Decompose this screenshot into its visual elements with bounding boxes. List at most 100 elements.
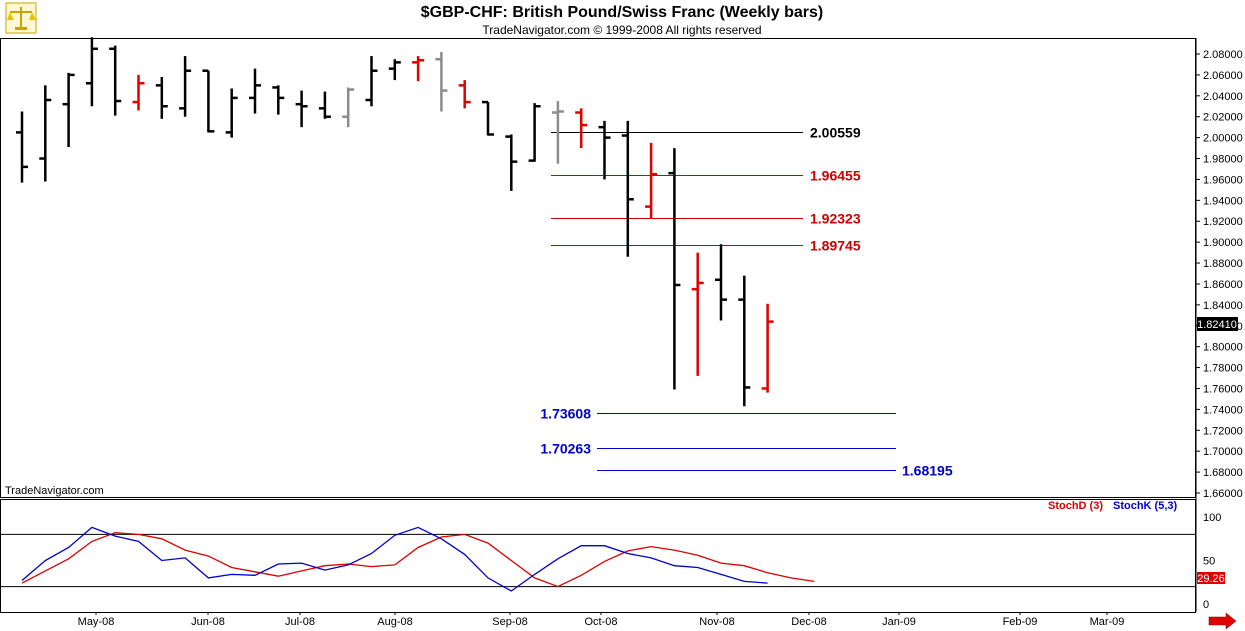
- ohlc-bar: [62, 72, 75, 148]
- price-level: 1.92323: [551, 211, 861, 227]
- x-tick-label: Sep-08: [492, 616, 527, 628]
- price-tick-label: 1.88000: [1203, 258, 1243, 270]
- chart-title: $GBP-CHF: British Pound/Swiss Franc (Wee…: [421, 4, 823, 21]
- ohlc-bar: [551, 101, 564, 164]
- level-label: 1.70263: [540, 441, 591, 457]
- price-tick-label: 1.86000: [1203, 279, 1243, 291]
- x-tick-label: Aug-08: [377, 616, 412, 628]
- x-tick-label: Jul-08: [285, 616, 315, 628]
- logo-icon: [5, 2, 37, 34]
- stoch-current-value: 29.26: [1197, 573, 1225, 585]
- price-level: 1.89745: [551, 238, 861, 254]
- stoch-tick-label: 50: [1203, 556, 1215, 568]
- stoch-axis: 0 50 100: [1203, 512, 1221, 611]
- x-tick-label: Jun-08: [191, 616, 225, 628]
- price-axis: 1.66000 1.68000 1.70000 1.72000 1.74000 1.760…: [1196, 49, 1243, 500]
- x-tick-label: Mar-09: [1090, 616, 1125, 628]
- chart-subtitle: TradeNavigator.com © 1999-2008 All right…: [482, 23, 761, 37]
- level-label: 1.96455: [810, 168, 861, 184]
- last-price-badge: 1.82410: [1197, 317, 1238, 331]
- ohlc-bar: [668, 148, 681, 390]
- price-tick-label: 1.80000: [1203, 342, 1243, 354]
- ohlc-bar: [482, 100, 494, 136]
- ohlc-bar: [575, 108, 588, 149]
- ohlc-bar: [132, 74, 145, 111]
- x-tick-label: Feb-09: [1003, 616, 1038, 628]
- watermark: TradeNavigator.com: [5, 485, 104, 497]
- ohlc-bar: [295, 90, 308, 128]
- price-tick-label: 1.96000: [1203, 174, 1243, 186]
- stoch-panel: [0, 499, 1196, 613]
- x-axis: May-08 Jun-08 Jul-08 Aug-08 Sep-08 Oct-08 Nov-…: [78, 612, 1125, 628]
- price-tick-label: 1.84000: [1203, 300, 1243, 312]
- price-tick-label: 1.92000: [1203, 216, 1243, 228]
- level-label: 1.68195: [902, 463, 953, 479]
- ohlc-bar: [458, 80, 471, 109]
- level-label: 1.92323: [810, 211, 861, 227]
- price-tick-label: 1.70000: [1203, 446, 1243, 458]
- price-panel: [0, 38, 1196, 498]
- last-price: 1.82410: [1197, 319, 1237, 331]
- legend-stochk: StochK (5,3): [1113, 500, 1178, 512]
- price-tick-label: 1.90000: [1203, 237, 1243, 249]
- ohlc-bar: [691, 252, 704, 376]
- ohlc-bar: [388, 59, 401, 81]
- price-tick-label: 1.66000: [1203, 488, 1243, 500]
- x-tick-label: Nov-08: [699, 616, 734, 628]
- stoch-value-badge: 29.26: [1197, 572, 1225, 585]
- x-tick-label: Jan-09: [882, 616, 916, 628]
- price-level: 1.70263: [540, 441, 896, 457]
- ohlc-bar: [39, 85, 52, 182]
- stoch-tick-label: 100: [1203, 512, 1221, 524]
- price-tick-label: 2.08000: [1203, 49, 1243, 61]
- ohlc-bar: [342, 87, 355, 128]
- ohlc-bar: [249, 68, 261, 114]
- ohlc-bar: [435, 51, 448, 112]
- level-label: 2.00559: [810, 125, 861, 141]
- price-tick-label: 1.78000: [1203, 363, 1243, 375]
- ohlc-bar: [155, 76, 168, 119]
- x-tick-label: Oct-08: [584, 616, 617, 628]
- ohlc-bar: [738, 275, 751, 407]
- price-tick-label: 2.02000: [1203, 112, 1243, 124]
- level-label: 1.73608: [540, 406, 591, 422]
- price-tick-label: 1.68000: [1203, 467, 1243, 479]
- ohlc-bar: [365, 56, 378, 107]
- ohlc-bar: [528, 103, 541, 162]
- price-tick-label: 1.72000: [1203, 425, 1243, 437]
- price-level: 1.96455: [551, 168, 861, 184]
- ohlc-bar: [202, 69, 215, 133]
- ohlc-bar: [85, 37, 98, 107]
- price-level: 1.73608: [540, 406, 896, 422]
- price-tick-label: 1.94000: [1203, 195, 1243, 207]
- stochd-line: [21, 532, 815, 588]
- ohlc-bar: [761, 303, 774, 393]
- legend-stochd: StochD (3): [1048, 500, 1103, 512]
- level-label: 1.89745: [810, 238, 861, 254]
- price-tick-label: 1.98000: [1203, 154, 1243, 166]
- price-tick-label: 2.04000: [1203, 91, 1243, 103]
- ohlc-bar: [272, 85, 285, 115]
- x-tick-label: May-08: [78, 616, 115, 628]
- ohlc-bar: [16, 111, 28, 183]
- stoch-tick-label: 0: [1203, 599, 1209, 611]
- price-tick-label: 2.06000: [1203, 70, 1243, 82]
- ohlc-bar: [715, 244, 727, 321]
- ohlc-bar: [645, 142, 658, 220]
- x-tick-label: Dec-08: [791, 616, 826, 628]
- scroll-right-arrow-icon[interactable]: [1208, 612, 1237, 630]
- ohlc-bar: [505, 134, 518, 191]
- ohlc-bar: [412, 56, 425, 82]
- ohlc-bar: [598, 120, 611, 180]
- price-tick-label: 2.00000: [1203, 133, 1243, 145]
- price-level: 2.00559: [551, 125, 861, 141]
- stochk-line: [21, 526, 768, 592]
- ohlc-bar: [318, 91, 331, 119]
- ohlc-bar: [109, 45, 122, 116]
- price-tick-label: 1.74000: [1203, 404, 1243, 416]
- ohlc-bar: [621, 120, 634, 257]
- price-level: 1.68195: [597, 463, 953, 479]
- ohlc-bar: [225, 88, 238, 138]
- ohlc-bar: [179, 56, 192, 117]
